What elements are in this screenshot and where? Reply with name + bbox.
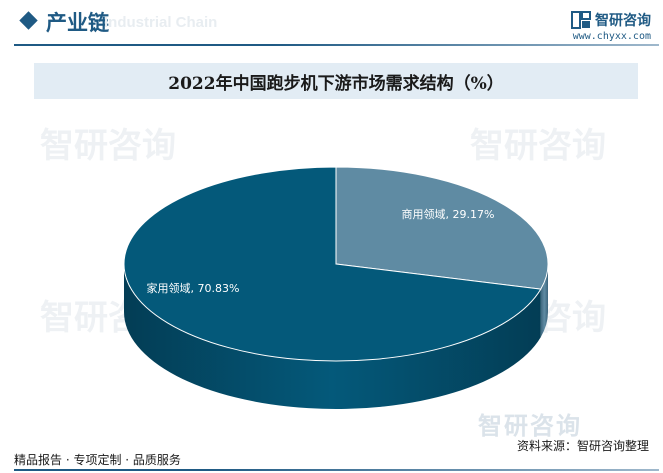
pie-slice-0	[335, 166, 549, 290]
brand-block: 智研咨询 www.chyxx.com	[571, 10, 651, 42]
header-divider	[14, 44, 659, 46]
pie-slice-1	[123, 166, 542, 362]
brand-logo-icon	[571, 11, 591, 29]
section-subtitle: Industrial Chain	[104, 14, 218, 31]
brand-name: 智研咨询	[595, 13, 651, 29]
brand-url: www.chyxx.com	[572, 31, 651, 42]
pie-side-0	[540, 264, 548, 338]
chart-title-bar: 2022年中国跑步机下游市场需求结构（%）	[34, 63, 638, 99]
page-header: 产业链 Industrial Chain 智研咨询 www.chyxx.com	[0, 0, 663, 48]
pie-label-1: 家用领域, 70.83%	[147, 281, 240, 295]
pie-label-0: 商用领域, 29.17%	[402, 207, 495, 221]
pie-side-1	[124, 264, 541, 409]
section-title: 产业链	[46, 10, 109, 35]
footer-logo: 智研咨询	[478, 412, 582, 440]
footer-source: 资料来源：智研咨询整理	[516, 439, 649, 453]
chart-title: 2022年中国跑步机下游市场需求结构（%）	[168, 73, 504, 94]
footer-divider	[14, 469, 659, 471]
footer-tagline: 精品报告 · 专项定制 · 品质服务	[14, 453, 181, 467]
